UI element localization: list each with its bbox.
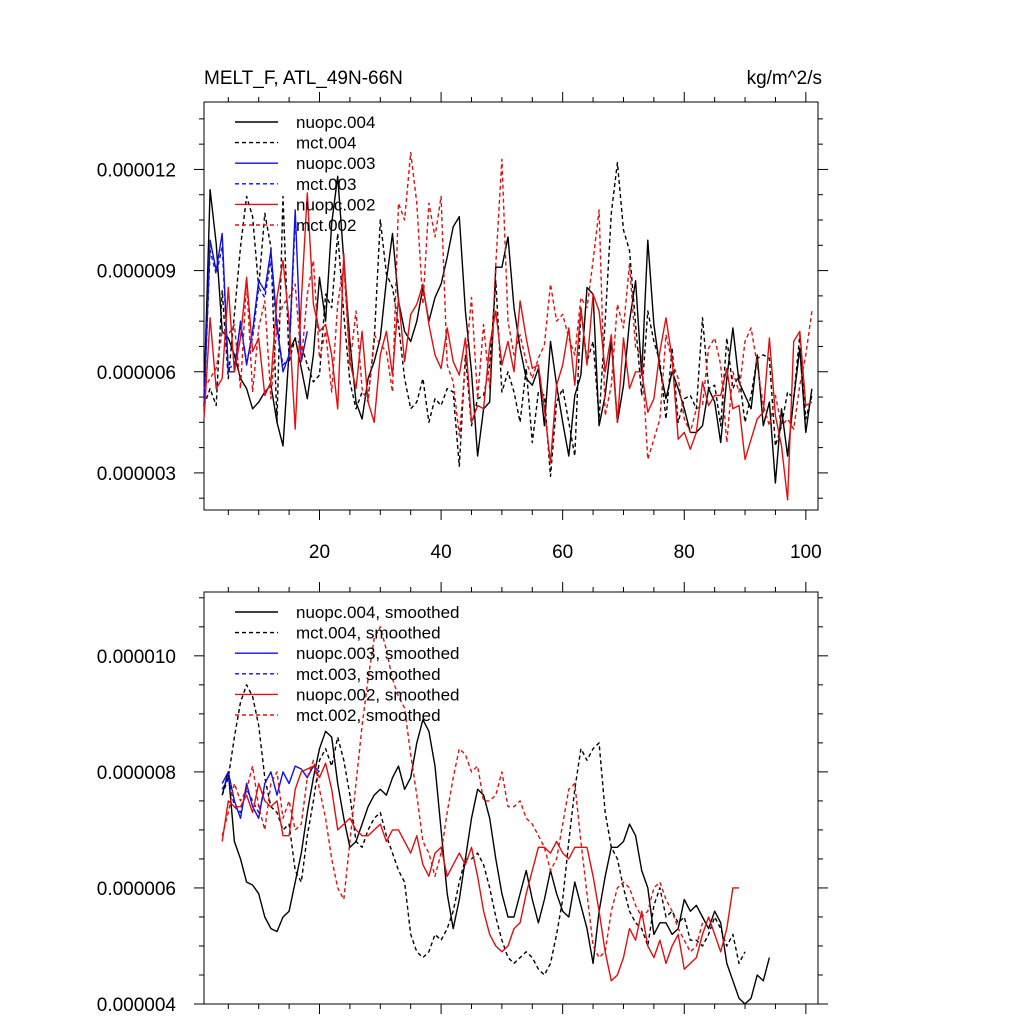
x-tick-label: 60 (552, 542, 573, 563)
y-tick-label: 0.000004 (97, 995, 177, 1016)
axis-ticks (194, 92, 828, 520)
series-line-nuopc-002 (203, 192, 813, 501)
series-line-mct-004-smoothed (221, 684, 746, 976)
legend-label: mct.004, smoothed (296, 624, 441, 643)
legend-label: nuopc.003 (296, 154, 375, 173)
legend-label: nuopc.002, smoothed (296, 685, 460, 704)
legend-label: mct.002 (296, 216, 356, 235)
legend-label: nuopc.004, smoothed (296, 603, 460, 622)
legend-label: mct.003 (296, 175, 356, 194)
y-tick-label: 0.000006 (97, 363, 176, 384)
series-line-nuopc-003-smoothed (221, 765, 320, 819)
plot-frame (203, 101, 819, 511)
y-tick-label: 0.000006 (97, 879, 176, 900)
series-line-mct-002-smoothed (221, 626, 704, 959)
plot-series (203, 151, 813, 501)
y-tick-label: 0.000008 (97, 763, 176, 784)
legend-label: mct.004 (296, 134, 356, 153)
chart-title: MELT_F, ATL_49N-66N (204, 68, 403, 89)
axis-ticks (194, 582, 828, 1014)
x-tick-label: 20 (309, 542, 330, 563)
y-tick-label: 0.000003 (97, 464, 176, 485)
plot-series (221, 626, 771, 1005)
y-tick-label: 0.000009 (97, 262, 176, 283)
series-line-mct-004 (203, 161, 813, 477)
legend-label: nuopc.002 (296, 195, 375, 214)
x-tick-label: 80 (674, 542, 695, 563)
tick-labels: 20 40 60 80 100 0.000003 0.000006 0.000009 0.000… (97, 160, 822, 563)
top-chart: MELT_F, ATL_49N-66N kg/m^2/s 20 40 60 80 100… (97, 68, 828, 563)
x-tick-label: 100 (790, 542, 822, 563)
series-line-mct-002 (203, 151, 813, 461)
x-tick-label: 40 (431, 542, 452, 563)
series-line-nuopc-004 (203, 175, 813, 484)
plot-frame (203, 591, 819, 1005)
legend-label: mct.003, smoothed (296, 665, 441, 684)
series-line-nuopc-002-smoothed (221, 762, 739, 982)
legend-label: nuopc.004 (296, 113, 375, 132)
bottom-chart: 0.000004 0.000006 0.000008 0.000010 nuopc.0… (97, 582, 828, 1016)
y-tick-label: 0.000010 (97, 647, 176, 668)
legend-label: nuopc.003, smoothed (296, 644, 460, 663)
tick-labels: 0.000004 0.000006 0.000008 0.000010 (97, 647, 177, 1016)
legend-label: mct.002, smoothed (296, 706, 441, 725)
chart-units: kg/m^2/s (747, 68, 822, 89)
y-tick-label: 0.000012 (97, 160, 176, 181)
